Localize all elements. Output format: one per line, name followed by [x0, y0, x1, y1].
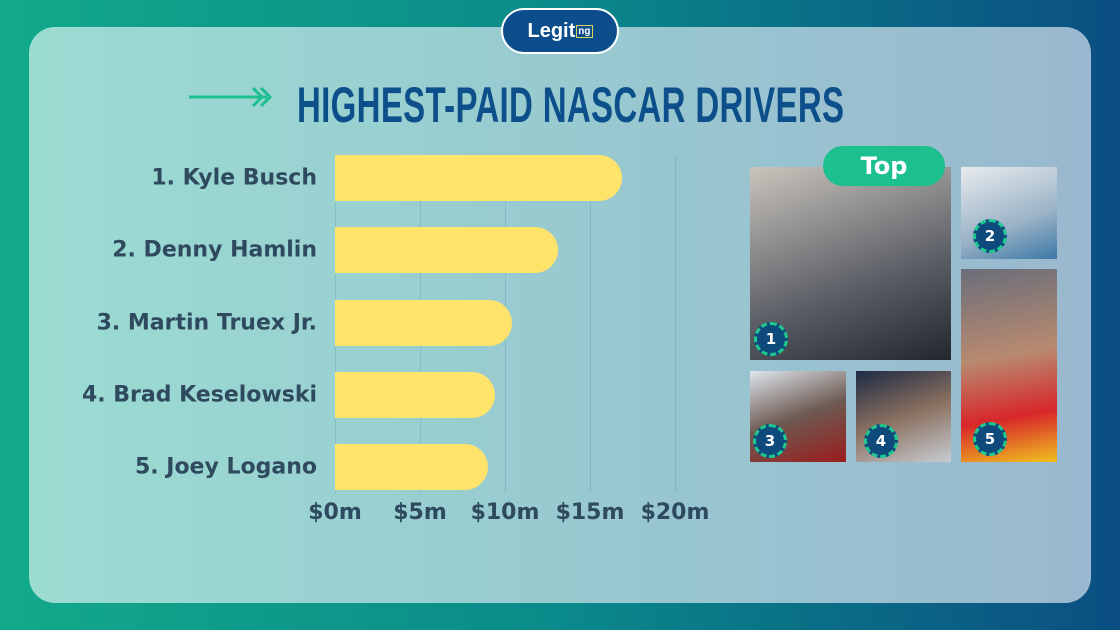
logo-text: Legit: [527, 19, 576, 42]
gridline: [590, 155, 591, 493]
gridline: [675, 155, 676, 493]
rank-badge: 3: [753, 424, 787, 458]
rank-badge: 2: [973, 219, 1007, 253]
driver-photo-3: 3: [750, 371, 846, 462]
x-tick-label: $0m: [308, 500, 362, 525]
x-tick-label: $5m: [393, 500, 447, 525]
bar: [335, 444, 488, 490]
x-tick-label: $20m: [640, 500, 710, 525]
rank-badge: 5: [973, 422, 1007, 456]
driver-photo-1: 1: [750, 167, 951, 360]
driver-photo-5: 5: [961, 269, 1057, 462]
legit-logo: Legit ng: [501, 8, 619, 54]
bar: [335, 155, 623, 201]
logo-suffix: ng: [576, 24, 593, 38]
chart-title: HIGHEST-PAID NASCAR DRIVERS: [297, 77, 845, 133]
bar: [335, 227, 558, 273]
category-label: 2. Denny Hamlin: [112, 237, 317, 263]
top-label: Top: [823, 146, 945, 186]
bar: [335, 372, 495, 418]
category-label: 4. Brad Keselowski: [81, 382, 317, 408]
bar: [335, 300, 512, 346]
x-tick-label: $10m: [470, 500, 540, 525]
driver-photo-4: 4: [856, 371, 951, 462]
category-label: 5. Joey Logano: [134, 454, 317, 480]
driver-photo-2: 2: [961, 167, 1057, 259]
rank-badge: 4: [864, 424, 898, 458]
x-tick-label: $15m: [555, 500, 625, 525]
category-label: 1. Kyle Busch: [151, 165, 317, 191]
double-arrow-icon: [189, 86, 273, 108]
category-label: 3. Martin Truex Jr.: [96, 310, 317, 336]
rank-badge: 1: [754, 322, 788, 356]
